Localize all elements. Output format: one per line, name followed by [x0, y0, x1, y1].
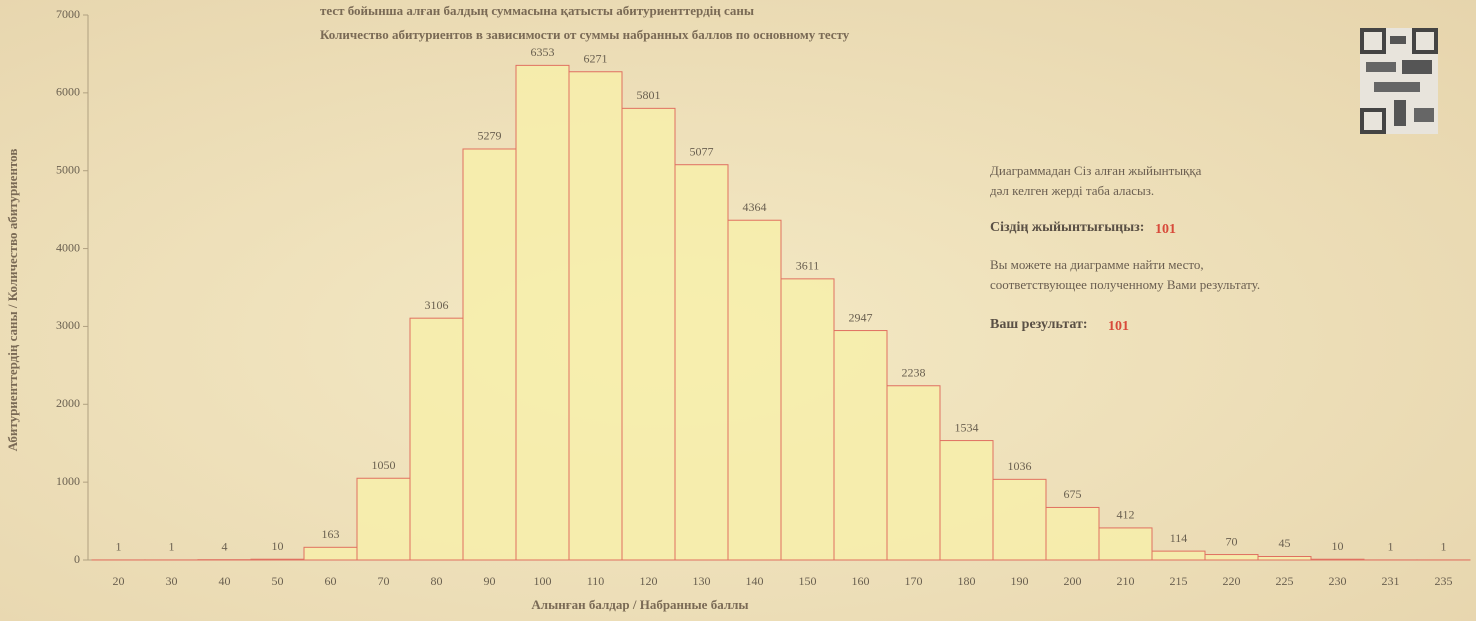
value-label: 5077 [690, 144, 714, 158]
y-tick-label: 7000 [56, 7, 80, 21]
x-tick-label: 200 [1064, 574, 1082, 588]
value-label: 1 [116, 540, 122, 554]
x-tick-label: 160 [852, 574, 870, 588]
note: Вы можете на диаграмме найти место, [990, 257, 1204, 272]
bar [1310, 558, 1365, 561]
x-tick-label: 220 [1223, 574, 1241, 588]
x-tick-label: 70 [378, 574, 390, 588]
x-tick-label: 100 [534, 574, 552, 588]
x-tick-label: 120 [640, 574, 658, 588]
bar [1257, 555, 1312, 561]
value-label: 6271 [584, 52, 608, 66]
bar [939, 440, 994, 561]
bar [621, 107, 676, 561]
bar [727, 219, 782, 561]
value-label: 4 [222, 539, 228, 553]
x-tick-label: 130 [693, 574, 711, 588]
value-label: 5801 [637, 88, 661, 102]
bar [303, 546, 358, 561]
note: соответствующее полученному Вами результ… [990, 277, 1260, 292]
x-tick-label: 170 [905, 574, 923, 588]
y-tick-label: 1000 [56, 474, 80, 488]
value-label: 1036 [1008, 459, 1032, 473]
value-label: 10 [1332, 539, 1344, 553]
x-tick-label: 60 [325, 574, 337, 588]
chart-subtitle: Количество абитуриентов в зависимости от… [320, 27, 850, 42]
x-tick-label: 225 [1276, 574, 1294, 588]
x-tick-label: 150 [799, 574, 817, 588]
x-tick-label: 20 [113, 574, 125, 588]
value-label: 2238 [902, 366, 926, 380]
x-tick-label: 80 [431, 574, 443, 588]
value-label: 70 [1226, 534, 1238, 548]
bar [780, 278, 835, 561]
result-label: Ваш результат: [990, 317, 1088, 332]
value-label: 6353 [531, 45, 555, 59]
value-label: 2947 [849, 310, 873, 324]
bar [886, 385, 941, 561]
y-tick-label: 0 [74, 552, 80, 566]
chart-title: тест бойынша алған балдың суммасына қаты… [320, 3, 754, 18]
result: 101 [1155, 222, 1176, 237]
value-label: 1050 [372, 458, 396, 472]
x-axis-label: Алынған балдар / Набранные баллы [531, 597, 748, 612]
bar [356, 477, 411, 561]
note: дәл келген жерді таба аласыз. [990, 183, 1154, 198]
value-label: 1 [169, 540, 175, 554]
y-tick-label: 3000 [56, 318, 80, 332]
value-label: 1534 [955, 420, 979, 434]
x-tick-label: 215 [1170, 574, 1188, 588]
result: 101 [1108, 319, 1129, 334]
note: Диаграммадан Сіз алған жыйынтыққа [990, 163, 1202, 178]
x-tick-label: 230 [1329, 574, 1347, 588]
bar [674, 164, 729, 561]
value-label: 1 [1441, 540, 1447, 554]
y-axis-label: Абитуриенттердің саны / Количество абиту… [5, 149, 20, 452]
bar [1204, 554, 1259, 561]
value-label: 163 [322, 527, 340, 541]
x-tick-label: 190 [1011, 574, 1029, 588]
x-tick-label: 30 [166, 574, 178, 588]
value-label: 4364 [743, 200, 767, 214]
bar [992, 478, 1047, 561]
x-tick-label: 180 [958, 574, 976, 588]
bar [568, 71, 623, 561]
bar [409, 317, 464, 561]
y-tick-label: 4000 [56, 240, 80, 254]
x-tick-label: 50 [272, 574, 284, 588]
x-tick-label: 40 [219, 574, 231, 588]
bar [833, 330, 888, 561]
bar [1045, 506, 1100, 561]
x-tick-label: 110 [587, 574, 605, 588]
bar [462, 148, 517, 561]
value-label: 5279 [478, 129, 502, 143]
result-label: Сіздің жыйынтығыңыз: [990, 220, 1144, 235]
value-label: 3106 [425, 298, 449, 312]
bar [250, 558, 305, 561]
y-tick-label: 5000 [56, 162, 80, 176]
x-tick-label: 210 [1117, 574, 1135, 588]
x-tick-label: 235 [1435, 574, 1453, 588]
value-label: 114 [1170, 531, 1188, 545]
bar [515, 64, 570, 561]
value-label: 675 [1064, 487, 1082, 501]
y-tick-label: 2000 [56, 396, 80, 410]
x-tick-label: 140 [746, 574, 764, 588]
value-label: 412 [1117, 508, 1135, 522]
value-label: 1 [1388, 540, 1394, 554]
x-tick-label: 90 [484, 574, 496, 588]
value-label: 45 [1279, 536, 1291, 550]
x-tick-label: 231 [1382, 574, 1400, 588]
bar [1151, 550, 1206, 561]
bar [1098, 527, 1153, 561]
qr-code [1360, 28, 1438, 134]
value-label: 10 [272, 539, 284, 553]
value-label: 3611 [796, 259, 820, 273]
y-tick-label: 6000 [56, 85, 80, 99]
